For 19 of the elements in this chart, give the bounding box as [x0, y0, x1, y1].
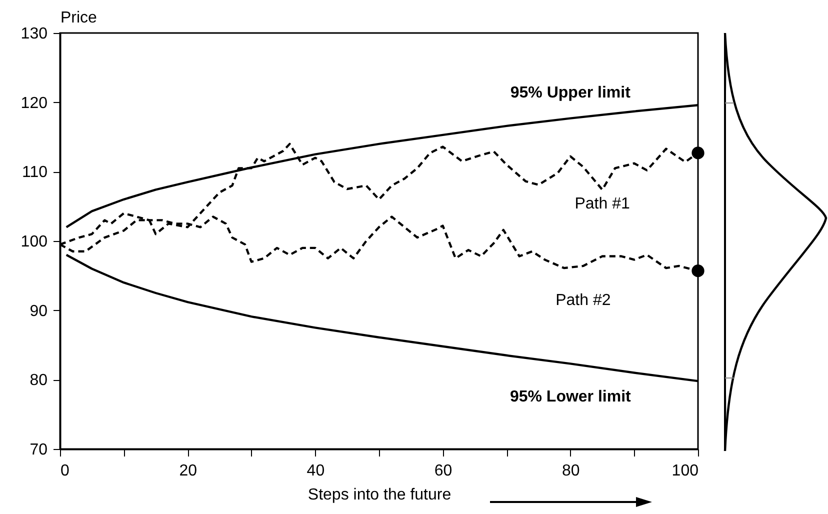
- series-label: 95% Upper limit: [510, 84, 632, 102]
- series-label: Path #1: [574, 196, 630, 213]
- y-tick-label: 70: [30, 442, 48, 458]
- y-axis-title: Price: [60, 10, 98, 26]
- x-tick-label: 100: [672, 462, 699, 480]
- y-tick-label: 90: [30, 302, 48, 320]
- series-label: Path #2: [556, 292, 611, 309]
- x-tick-label: 40: [306, 462, 325, 480]
- y-tick-label: 110: [22, 164, 48, 182]
- y-tick-label: 120: [20, 94, 48, 112]
- x-axis-title: Steps into the future: [308, 486, 452, 504]
- x-tick-label: 60: [434, 462, 452, 480]
- y-tick-label: 80: [30, 372, 48, 390]
- series-label: 95% Lower limit: [510, 388, 632, 406]
- x-tick-label: 80: [562, 462, 580, 480]
- x-tick-label: 20: [179, 462, 198, 480]
- y-tick-label: 100: [20, 234, 48, 250]
- y-tick-label: 130: [20, 26, 48, 42]
- x-tick-label: 0: [60, 462, 70, 480]
